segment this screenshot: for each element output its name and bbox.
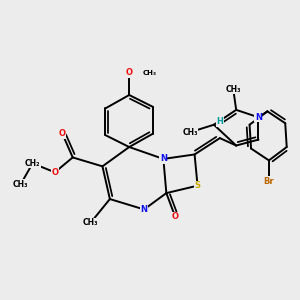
Text: N: N [160, 154, 167, 164]
Text: CH₃: CH₃ [182, 128, 198, 137]
Text: N: N [255, 113, 262, 122]
Text: O: O [51, 168, 58, 177]
Text: CH₃: CH₃ [226, 85, 241, 94]
Text: O: O [172, 212, 179, 221]
Text: CH₂: CH₂ [25, 159, 40, 168]
Text: Br: Br [264, 177, 274, 186]
Text: S: S [195, 181, 201, 190]
Text: CH₃: CH₃ [142, 70, 157, 76]
Text: N: N [141, 205, 148, 214]
Text: CH₃: CH₃ [13, 180, 28, 189]
Text: CH₃: CH₃ [83, 218, 98, 227]
Text: O: O [59, 129, 66, 138]
Text: O: O [126, 68, 133, 77]
Text: H: H [216, 117, 223, 126]
